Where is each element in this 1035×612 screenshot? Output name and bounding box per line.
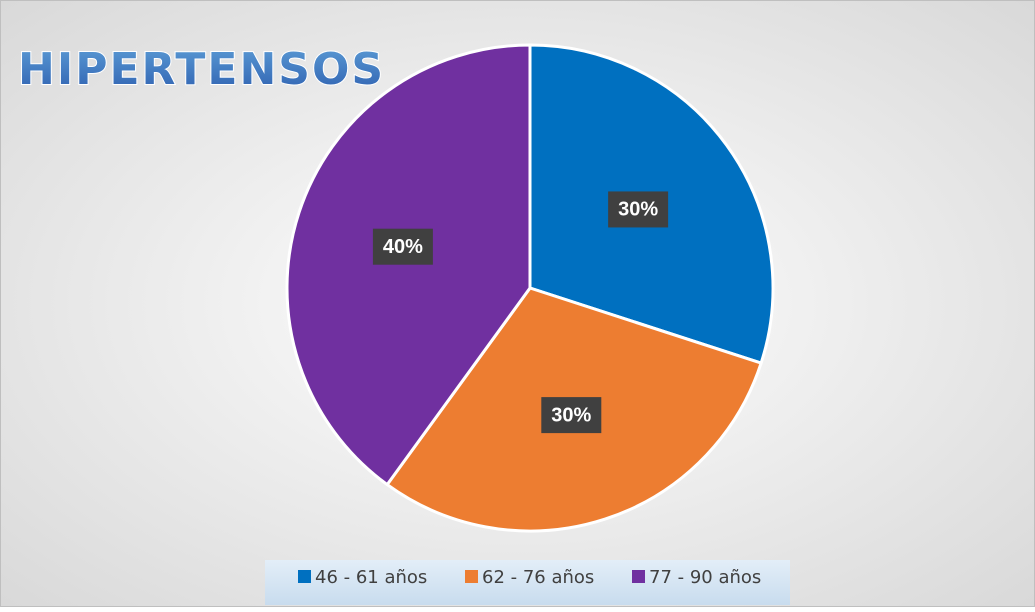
data-label-box bbox=[372, 228, 433, 265]
pie-slice bbox=[285, 43, 532, 487]
legend-swatch bbox=[465, 570, 478, 583]
legend-box bbox=[265, 560, 790, 605]
legend-swatch bbox=[632, 570, 645, 583]
legend-label: 46 - 61 años bbox=[315, 567, 427, 588]
legend-label: 62 - 76 años bbox=[482, 567, 594, 588]
data-label-box bbox=[608, 191, 669, 228]
data-label-box bbox=[541, 397, 602, 434]
legend-swatch bbox=[298, 570, 311, 583]
data-label: 30% bbox=[551, 404, 591, 426]
data-label: 30% bbox=[618, 199, 658, 221]
legend-label: 77 - 90 años bbox=[649, 567, 761, 588]
chart-title: HIPERTENSOS bbox=[18, 44, 385, 95]
data-label: 40% bbox=[383, 236, 423, 258]
